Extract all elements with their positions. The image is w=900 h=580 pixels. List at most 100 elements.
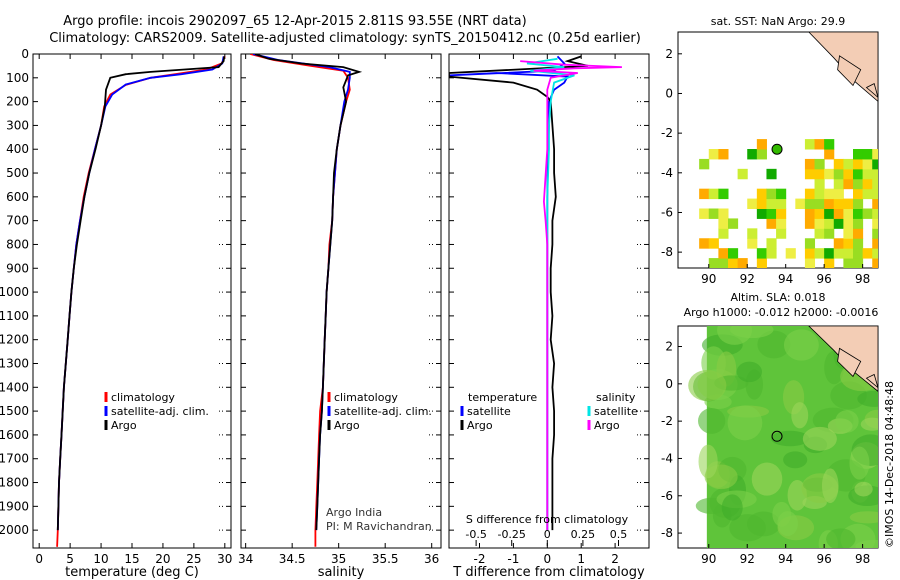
sst-cell <box>853 238 864 249</box>
sst-cell <box>843 228 854 239</box>
salinity-panel: 34 34.5 35 35.5 36 salinity climatologysatelli… <box>238 53 442 580</box>
map-x-tick-label: 96 <box>817 272 832 286</box>
legend-label: satellite <box>467 405 511 418</box>
sst-cell <box>814 139 825 150</box>
series-line-argo <box>56 56 226 531</box>
legend-header-temperature: temperature <box>468 391 537 404</box>
sst-cell <box>872 248 878 259</box>
legend-label: Argo <box>594 419 620 432</box>
credit-note-line1: Argo India <box>326 506 382 519</box>
legend-label: satellite-adj. clim. <box>111 405 209 418</box>
legend-label: climatology <box>111 391 175 404</box>
sst-cell <box>708 238 719 249</box>
sst-cell <box>814 208 825 219</box>
y-tick-label: 100 <box>6 71 29 85</box>
sst-cell <box>833 218 844 229</box>
sst-cell <box>776 198 787 210</box>
sst-cell <box>814 178 825 190</box>
sst-cell <box>833 238 844 249</box>
sst-cell <box>718 218 729 229</box>
sst-cell <box>853 258 864 268</box>
y-tick-label: 400 <box>6 142 29 156</box>
sla-blob <box>802 426 837 451</box>
series-line-s-argo <box>520 60 622 531</box>
sst-cell <box>708 149 719 160</box>
x-tick-label: 5 <box>66 552 74 566</box>
sst-cell <box>862 149 873 160</box>
s-tick-label: -0.25 <box>497 528 525 541</box>
sst-cell <box>862 188 873 200</box>
sst-cell <box>708 208 719 219</box>
sst-cell <box>853 158 864 170</box>
s-tick-label: 0.25 <box>571 528 596 541</box>
sst-cell <box>728 218 739 229</box>
sst-cell <box>814 228 825 239</box>
sst-cell <box>804 198 816 210</box>
sst-cell <box>814 158 825 170</box>
sla-blob <box>783 451 808 469</box>
sst-cell <box>718 228 729 239</box>
series-group <box>250 54 363 547</box>
x-tick-label: 2 <box>611 552 619 566</box>
sst-cell <box>843 158 854 170</box>
sst-cell <box>728 248 739 259</box>
sst-cell <box>862 248 873 259</box>
x-tick-label: 34.5 <box>279 552 306 566</box>
sla-blob <box>835 410 859 433</box>
sst-cell <box>833 188 844 200</box>
y-tick-label: 300 <box>6 118 29 132</box>
map-x-tick-label: 96 <box>817 552 832 566</box>
sla-blob <box>757 330 791 359</box>
sst-cell <box>872 258 878 268</box>
sst-cell <box>766 238 777 249</box>
sst-cell <box>824 188 835 200</box>
y-tick-label: 1700 <box>0 452 29 466</box>
sst-cell <box>804 248 816 259</box>
sst-cell <box>843 248 854 259</box>
sla-blob <box>826 528 856 548</box>
sst-cell <box>862 208 873 219</box>
sla-map-panel: 90 92 94 96 98 2 0 -2 -4 -6 -8 Altim. SLA: 0.018 Arg… <box>661 291 879 566</box>
legend-label: climatology <box>334 391 398 404</box>
sst-cell <box>843 238 854 249</box>
sst-cell <box>766 218 777 229</box>
y-tick-label: 900 <box>6 261 29 275</box>
sst-cell <box>804 258 816 268</box>
difference-panel: -2 -1 0 1 2T difference from climatology S di… <box>448 53 650 580</box>
x-tick-label: 35.5 <box>372 552 399 566</box>
sla-blob <box>697 408 726 434</box>
sst-cell <box>804 158 816 170</box>
sst-cell <box>824 248 835 259</box>
sst-cell <box>824 198 835 210</box>
sla-blob <box>777 511 798 537</box>
sst-cell <box>737 258 748 268</box>
land-shape <box>837 55 862 87</box>
y-tick-label: 1000 <box>0 285 29 299</box>
x-tick-label: 20 <box>155 552 170 566</box>
sst-cell <box>718 248 729 259</box>
sst-cell <box>756 139 767 150</box>
sst-cell <box>766 208 777 219</box>
sst-cell <box>843 208 854 219</box>
credit-note-line2: PI: M Ravichandran <box>326 520 432 533</box>
sst-cell <box>776 228 787 239</box>
y-tick-label: 0 <box>21 47 29 61</box>
sst-cell <box>804 168 816 180</box>
sst-cell <box>756 248 767 259</box>
x-tick-label: -2 <box>474 552 486 566</box>
sst-cell <box>824 218 835 229</box>
sst-cell <box>824 258 835 268</box>
map-x-tick-label: 94 <box>778 552 793 566</box>
y-tick-label: 1400 <box>0 380 29 394</box>
sst-cell <box>843 178 854 190</box>
map-y-tick-label: -4 <box>661 451 673 465</box>
sst-cell <box>814 168 825 180</box>
y-tick-label: 1600 <box>0 428 29 442</box>
s-tick-label: 0 <box>544 528 551 541</box>
sst-cell <box>766 248 777 259</box>
sla-blob <box>849 511 878 524</box>
sst-cell <box>853 178 864 190</box>
argo-location-marker <box>771 430 783 442</box>
temperature-panel: 0 5 10 15 20 25 300100200300400500600700800900… <box>0 47 232 580</box>
sst-cell <box>843 258 854 268</box>
